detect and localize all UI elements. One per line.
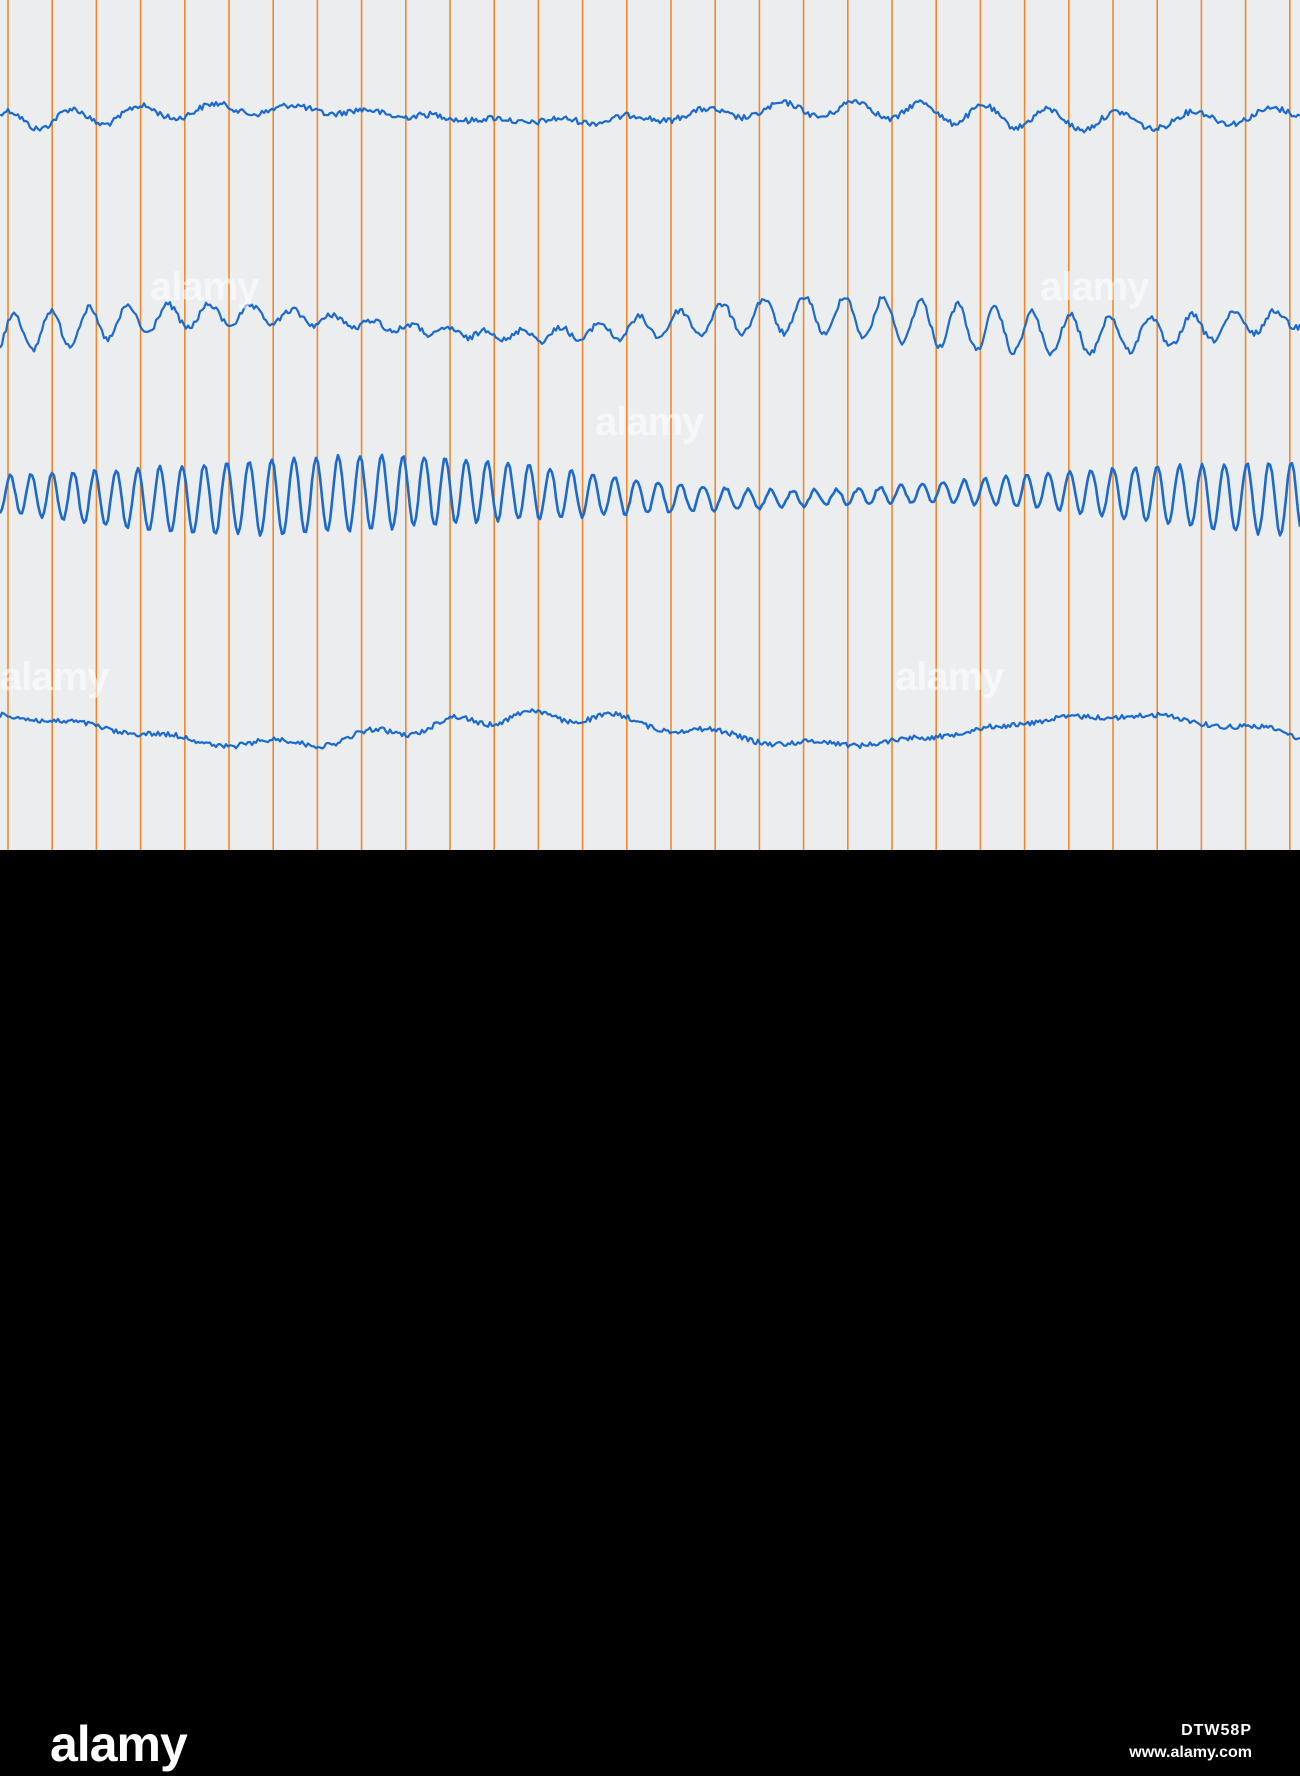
eeg-trace-channel-4 bbox=[0, 708, 1300, 750]
image-code: DTW58P bbox=[1181, 1722, 1252, 1739]
grid-lines bbox=[7, 0, 1291, 850]
eeg-trace-channel-3 bbox=[0, 453, 1300, 537]
watermark-text: alamy bbox=[150, 265, 259, 309]
watermark-text: alamy bbox=[1040, 265, 1149, 309]
watermark-text: alamy bbox=[895, 655, 1004, 699]
site-url: www.alamy.com bbox=[1129, 1744, 1252, 1761]
watermark-text: alamy bbox=[595, 400, 704, 444]
eeg-traces bbox=[0, 99, 1300, 750]
eeg-chart bbox=[0, 0, 1300, 850]
eeg-trace-channel-2 bbox=[0, 296, 1300, 357]
eeg-trace-channel-1 bbox=[0, 99, 1300, 134]
eeg-paper: alamy alamy alamy alamy alamy bbox=[0, 0, 1300, 850]
image-reference: DTW58P www.alamy.com bbox=[1129, 1720, 1252, 1764]
watermark-text: alamy bbox=[0, 655, 109, 699]
alamy-logo: alamy bbox=[50, 1716, 188, 1772]
watermark-bar: alamy DTW58P www.alamy.com bbox=[0, 850, 1300, 1772]
